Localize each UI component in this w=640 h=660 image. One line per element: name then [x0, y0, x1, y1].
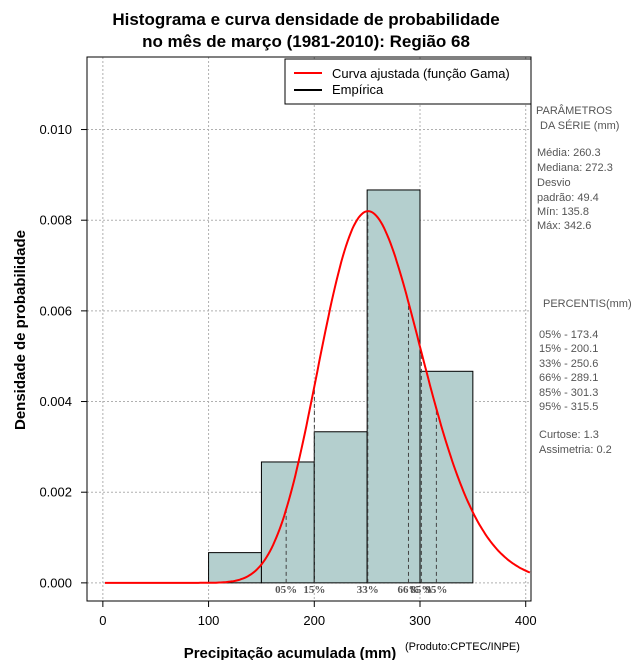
- histogram-bar: [260, 461, 315, 584]
- percentil-33: 33% - 250.6: [539, 358, 598, 370]
- histogram-bar: [366, 189, 421, 584]
- y-axis-title: Densidade de probabilidade: [12, 230, 29, 430]
- axis-ticks: 0 100 200 300 400 0.000 0.002 0.004 0.006 0.008 0.…: [39, 122, 536, 628]
- stat-desvio-2: padrão: 49.4: [537, 192, 599, 204]
- legend-label-empirical: Empírica: [332, 82, 384, 97]
- y-tick-label: 0.002: [39, 485, 72, 500]
- x-tick-label: 100: [198, 613, 220, 628]
- params-title-2: DA SÉRIE (mm): [540, 119, 619, 132]
- percentile-label: 05%: [275, 584, 297, 596]
- histogram-bar: [208, 552, 262, 584]
- percentil-66: 66% - 289.1: [539, 372, 598, 384]
- x-axis-title: Precipitação acumulada (mm): [184, 645, 397, 660]
- params-title-1: PARÂMETROS: [536, 104, 612, 117]
- percentil-15: 15% - 200.1: [539, 343, 598, 355]
- percentile-lines: 05% 15% 33% 66%85%95%: [275, 211, 447, 596]
- stat-curtose: Curtose: 1.3: [539, 429, 599, 441]
- percentil-85: 85% - 301.3: [539, 387, 598, 399]
- histogram-bar: [419, 370, 474, 584]
- legend-box: [284, 58, 532, 105]
- y-tick-label: 0.004: [39, 394, 72, 409]
- product-credit: (Produto:CPTEC/INPE): [405, 641, 520, 653]
- percentile-label: 95%: [425, 584, 447, 596]
- x-tick-label: 400: [515, 613, 537, 628]
- percentile-label: 33%: [357, 584, 379, 596]
- x-tick-label: 200: [303, 613, 325, 628]
- percentis-title: PERCENTIS(mm): [543, 298, 632, 310]
- percentile-label: 15%: [303, 584, 325, 596]
- gamma-curve-group: [105, 210, 531, 584]
- stat-mediana: Mediana: 272.3: [537, 162, 613, 174]
- gamma-curve: [105, 210, 531, 584]
- percentile-label: 85%: [410, 584, 432, 596]
- chart-title-line2: no mês de março (1981-2010): Região 68: [142, 32, 470, 51]
- percentil-05: 05% - 173.4: [539, 329, 598, 341]
- histogram-bar: [313, 431, 368, 584]
- y-tick-label: 0.008: [39, 213, 72, 228]
- histogram-bars: [208, 189, 474, 584]
- chart-title-line1: Histograma e curva densidade de probabil…: [112, 10, 499, 29]
- x-tick-label: 300: [409, 613, 431, 628]
- legend: Curva ajustada (função Gama) Empírica: [284, 58, 532, 105]
- stats-panel: PARÂMETROS DA SÉRIE (mm) Média: 260.3 Me…: [536, 104, 632, 456]
- legend-label-curve: Curva ajustada (função Gama): [332, 66, 510, 81]
- stat-min: Mín: 135.8: [537, 206, 589, 218]
- percentile-label: 66%: [397, 584, 419, 596]
- y-tick-label: 0.010: [39, 122, 72, 137]
- y-tick-label: 0.006: [39, 303, 72, 318]
- stat-desvio-1: Desvio: [537, 177, 571, 189]
- stat-assimetria: Assimetria: 0.2: [539, 444, 612, 456]
- stat-max: Máx: 342.6: [537, 220, 591, 232]
- y-tick-label: 0.000: [39, 575, 72, 590]
- plot-frame: [86, 56, 532, 602]
- x-tick-label: 0: [99, 613, 106, 628]
- stat-media: Média: 260.3: [537, 147, 601, 159]
- percentil-95: 95% - 315.5: [539, 401, 598, 413]
